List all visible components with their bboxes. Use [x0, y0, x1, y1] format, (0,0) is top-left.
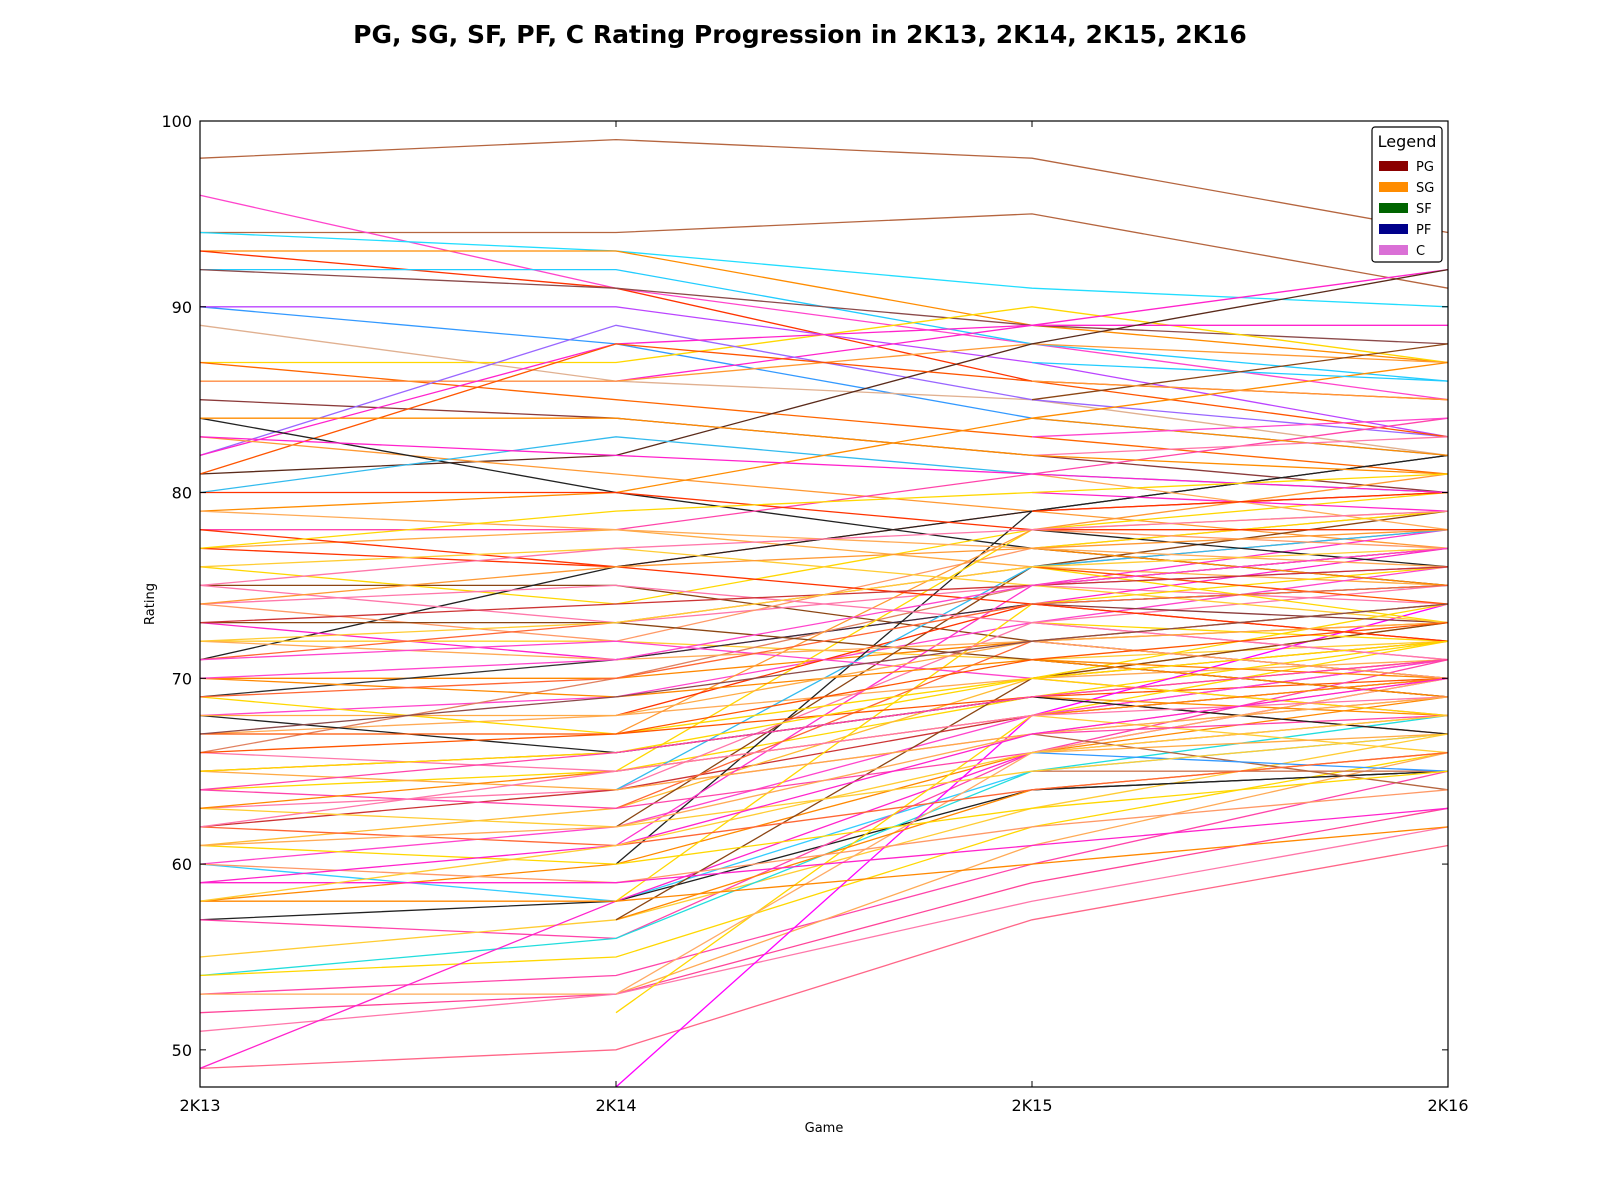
- series-line-109: [1031, 566, 1449, 605]
- series-line-112: [199, 547, 1449, 624]
- legend-swatch-sf: [1379, 203, 1408, 213]
- series-line-69: [615, 491, 1449, 772]
- legend-title: Legend: [1378, 132, 1437, 151]
- series-line-55: [199, 807, 1449, 1014]
- series-line-144: [199, 640, 1449, 772]
- axis-ticks: 50 60 70 80 90 100 2K13 2K14 2K15 2K16: [161, 112, 1468, 1115]
- legend-swatch-sg: [1379, 182, 1408, 192]
- chart-title: PG, SG, SF, PF, C Rating Progression in …: [353, 20, 1247, 49]
- series-line-54: [200, 751, 1449, 995]
- series-line-102: [1031, 714, 1449, 735]
- series-line-108: [1031, 603, 1449, 624]
- x-axis-label: Game: [805, 1121, 844, 1136]
- legend-label-pg: PG: [1416, 160, 1434, 175]
- series-line-19: [199, 343, 1449, 475]
- series-line-136: [199, 529, 1449, 605]
- series-line-150: [199, 714, 1449, 902]
- y-tick-label: 70: [172, 669, 192, 688]
- legend-swatch-c: [1379, 245, 1408, 255]
- series-line-67: [615, 510, 1449, 828]
- series-line-62: [615, 751, 1449, 921]
- series-line-31: [199, 510, 1449, 642]
- series-line-90: [1031, 491, 1449, 512]
- legend-swatch-pf: [1379, 224, 1408, 234]
- series-line-94: [1031, 417, 1449, 438]
- x-tick-label: 2K14: [595, 1096, 636, 1115]
- legend-swatch-pg: [1379, 161, 1408, 171]
- series-line-103: [1031, 733, 1449, 754]
- series-line-95: [1031, 343, 1449, 401]
- series-line-17: [199, 324, 1448, 457]
- series-line-96: [1031, 380, 1449, 401]
- y-tick-label: 90: [172, 298, 192, 317]
- series-line-57: [199, 844, 1449, 1070]
- series-line-145: [199, 659, 1449, 791]
- series-line-68: [615, 603, 1449, 809]
- series-line-131: [200, 491, 1448, 531]
- series-line-76: [1031, 659, 1449, 717]
- series-lines: [199, 138, 1449, 1088]
- x-tick-label: 2K13: [179, 1096, 220, 1115]
- legend-label-sg: SG: [1416, 181, 1434, 196]
- plot-frame: [199, 120, 1449, 1088]
- series-line-104: [1031, 751, 1449, 772]
- series-line-126: [199, 770, 1449, 865]
- y-tick-label: 80: [172, 484, 192, 503]
- series-line-87: [1031, 529, 1449, 568]
- y-tick-label: 60: [172, 855, 192, 874]
- y-axis-label: Rating: [143, 583, 158, 625]
- legend-entries: PG SG SF PF C: [1379, 160, 1434, 259]
- series-line-1: [200, 213, 1449, 289]
- series-line-15: [199, 399, 1449, 494]
- series-line-24: [200, 417, 1449, 531]
- series-line-128: [200, 807, 1449, 884]
- series-line-140: [199, 584, 1449, 698]
- y-tick-label: 100: [161, 112, 192, 131]
- series-line-56: [199, 826, 1449, 1032]
- series-line-61: [615, 677, 1449, 995]
- x-tick-label: 2K16: [1427, 1096, 1468, 1115]
- legend-label-sf: SF: [1416, 202, 1432, 217]
- series-line-148: [199, 696, 1449, 847]
- series-line-138: [199, 547, 1449, 642]
- series-line-0: [199, 138, 1449, 234]
- series-line-135: [199, 510, 1449, 587]
- series-line-149: [199, 677, 1449, 884]
- series-line-9: [200, 306, 1449, 438]
- series-line-139: [199, 547, 1449, 679]
- series-line-92: [1031, 417, 1449, 457]
- series-line-105: [1031, 659, 1449, 679]
- series-line-133: [200, 417, 1449, 475]
- series-line-129: [200, 826, 1449, 902]
- series-line-143: [199, 621, 1449, 754]
- legend: Legend PG SG SF PF C: [1371, 126, 1443, 263]
- x-tick-label: 2K15: [1011, 1096, 1052, 1115]
- series-line-4: [200, 250, 1449, 364]
- legend-label-pf: PF: [1416, 223, 1431, 238]
- series-line-142: [199, 603, 1449, 735]
- series-line-10: [199, 324, 1449, 457]
- legend-label-c: C: [1416, 244, 1425, 259]
- series-line-74: [1031, 770, 1449, 791]
- y-tick-label: 50: [172, 1041, 192, 1060]
- series-line-134: [199, 473, 1449, 549]
- series-line-97: [1031, 436, 1449, 457]
